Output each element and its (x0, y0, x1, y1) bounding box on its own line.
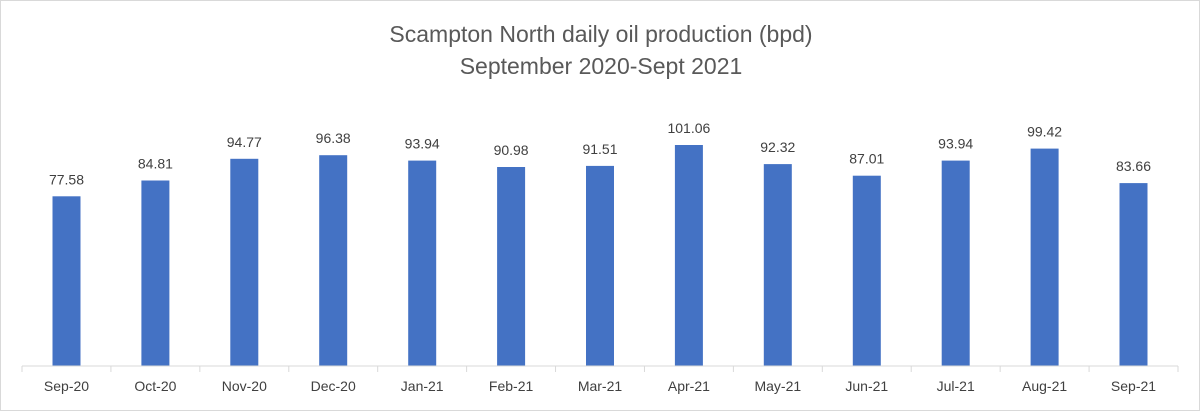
data-label-may-21: 92.32 (760, 139, 795, 155)
bar-feb-21 (497, 167, 526, 366)
x-tick-label-dec-20: Dec-20 (311, 378, 356, 394)
x-tick-label-mar-21: Mar-21 (578, 378, 623, 394)
bar-nov-20 (230, 158, 259, 366)
x-tick-label-sep-21: Sep-21 (1111, 378, 1156, 394)
data-label-sep-21: 83.66 (1116, 158, 1151, 174)
data-label-apr-21: 101.06 (667, 120, 710, 136)
bars-group (52, 145, 1148, 366)
data-label-jul-21: 93.94 (938, 136, 973, 152)
data-labels-group: 77.58 84.81 94.77 96.38 93.94 90.98 91.51 101.0… (49, 120, 1151, 187)
bar-dec-20 (319, 155, 348, 366)
x-axis-ticks-group (21, 366, 1179, 372)
x-tick-label-jul-21: Jul-21 (937, 378, 975, 394)
x-tick-label-jan-21: Jan-21 (401, 378, 444, 394)
bar-sep-20 (52, 196, 81, 366)
data-label-jun-21: 87.01 (849, 151, 884, 167)
x-tick-label-nov-20: Nov-20 (222, 378, 267, 394)
x-tick-label-may-21: May-21 (754, 378, 801, 394)
x-tick-labels-group: Sep-20 Oct-20 Nov-20 Dec-20 Jan-21 Feb-21 Mar-… (44, 378, 1156, 394)
bar-may-21 (763, 164, 792, 366)
x-tick-label-sep-20: Sep-20 (44, 378, 89, 394)
bar-jan-21 (408, 160, 437, 366)
x-tick-label-jun-21: Jun-21 (845, 378, 888, 394)
data-label-feb-21: 90.98 (494, 142, 529, 158)
bar-jun-21 (852, 175, 881, 366)
bar-oct-20 (141, 180, 170, 366)
data-label-jan-21: 93.94 (405, 136, 440, 152)
x-tick-label-oct-20: Oct-20 (134, 378, 176, 394)
x-tick-label-apr-21: Apr-21 (668, 378, 710, 394)
bar-jul-21 (941, 160, 970, 366)
bar-mar-21 (586, 165, 614, 366)
bar-aug-21 (1030, 148, 1059, 366)
data-label-dec-20: 96.38 (316, 130, 351, 146)
data-label-mar-21: 91.51 (582, 141, 617, 157)
bar-sep-21 (1119, 183, 1148, 366)
chart-title: Scampton North daily oil production (bpd… (389, 21, 813, 47)
data-label-nov-20: 94.77 (227, 134, 262, 150)
data-label-sep-20: 77.58 (49, 171, 84, 187)
data-label-aug-21: 99.42 (1027, 124, 1062, 140)
x-tick-label-feb-21: Feb-21 (489, 378, 534, 394)
data-label-oct-20: 84.81 (138, 156, 173, 172)
chart-subtitle: September 2020-Sept 2021 (459, 53, 743, 79)
bar-apr-21 (674, 145, 703, 366)
x-tick-label-aug-21: Aug-21 (1022, 378, 1067, 394)
